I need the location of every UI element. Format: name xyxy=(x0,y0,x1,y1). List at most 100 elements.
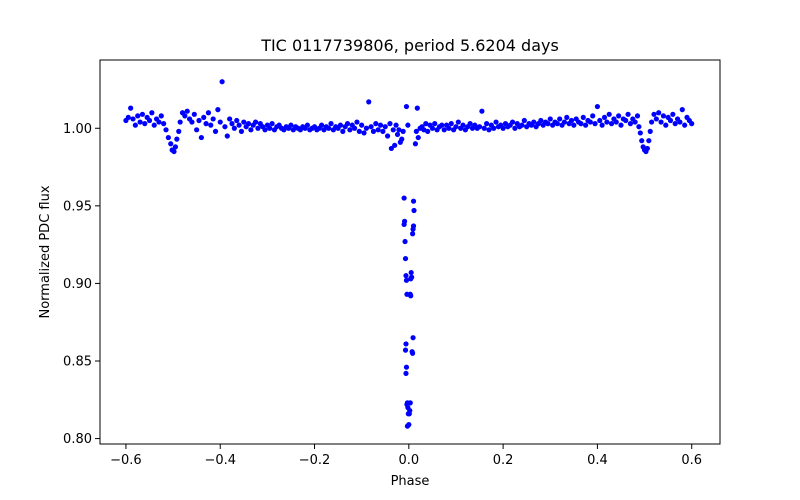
data-point xyxy=(606,111,612,117)
data-point xyxy=(486,127,492,133)
data-point xyxy=(509,119,516,125)
data-point xyxy=(363,125,369,131)
data-point xyxy=(252,119,259,125)
data-point xyxy=(601,114,608,121)
data-point xyxy=(370,128,377,134)
data-point xyxy=(441,127,447,133)
data-point xyxy=(583,122,589,128)
y-tick-label: 0.95 xyxy=(63,199,92,214)
data-point xyxy=(519,122,525,128)
data-point xyxy=(407,291,413,297)
x-tick-label: −0.6 xyxy=(110,453,142,468)
y-tick-label: 0.85 xyxy=(63,354,92,369)
data-point xyxy=(484,121,490,127)
data-point xyxy=(368,124,374,130)
data-point xyxy=(647,128,653,134)
data-point xyxy=(613,119,619,125)
data-point xyxy=(174,136,180,142)
data-point xyxy=(205,110,212,116)
data-point xyxy=(219,79,225,85)
x-axis-label: Phase xyxy=(391,474,430,489)
data-point xyxy=(476,124,483,130)
y-axis-label: Normalized PDC flux xyxy=(38,185,53,318)
data-point xyxy=(172,144,179,150)
data-point xyxy=(414,105,420,111)
data-point xyxy=(347,127,353,133)
data-point xyxy=(234,117,240,124)
data-point xyxy=(403,103,410,110)
data-point xyxy=(637,130,643,136)
data-point xyxy=(130,116,136,122)
data-point xyxy=(361,130,367,136)
data-point xyxy=(429,125,435,131)
data-point xyxy=(248,127,254,133)
data-point xyxy=(481,125,487,131)
data-point xyxy=(590,113,596,119)
data-point xyxy=(227,116,233,122)
data-point xyxy=(406,422,412,428)
data-point xyxy=(407,408,413,414)
data-point xyxy=(156,119,162,125)
x-tick-label: −0.2 xyxy=(299,453,331,468)
data-point xyxy=(403,277,410,283)
data-point xyxy=(146,117,153,124)
data-point xyxy=(405,122,411,128)
data-point xyxy=(385,133,391,139)
data-point xyxy=(231,125,237,131)
data-point xyxy=(403,364,410,370)
data-point xyxy=(592,121,598,127)
data-point xyxy=(176,128,182,134)
data-point xyxy=(352,125,358,131)
data-point xyxy=(393,122,399,128)
data-point xyxy=(660,113,667,119)
data-point xyxy=(623,117,629,124)
data-point xyxy=(632,119,638,125)
data-point xyxy=(212,128,219,134)
data-point xyxy=(182,113,188,119)
data-point xyxy=(597,117,603,124)
data-point xyxy=(224,133,230,139)
data-point xyxy=(618,122,624,128)
data-point xyxy=(267,125,273,131)
x-tick-label: 0.2 xyxy=(493,453,514,468)
data-point xyxy=(208,122,214,128)
y-axis-ticks: 0.80 0.85 0.90 0.95 1.00 xyxy=(63,122,100,447)
data-point xyxy=(402,255,409,262)
data-point xyxy=(241,119,247,125)
data-point xyxy=(479,108,485,114)
data-points xyxy=(123,79,695,429)
data-point xyxy=(238,128,245,134)
data-point xyxy=(538,117,544,124)
data-point xyxy=(679,107,685,113)
x-axis-ticks: −0.6 −0.4 −0.2 0.0 0.2 0.4 0.6 xyxy=(110,444,702,468)
data-point xyxy=(319,122,325,128)
data-point xyxy=(402,238,408,245)
data-point xyxy=(407,400,413,406)
data-point xyxy=(337,122,344,128)
data-point xyxy=(354,119,360,125)
data-point xyxy=(344,121,351,127)
chart-title: TIC 0117739806, period 5.6204 days xyxy=(260,36,559,55)
data-point xyxy=(644,145,650,152)
data-point xyxy=(158,113,164,119)
data-point xyxy=(446,125,452,131)
data-point xyxy=(410,335,416,341)
data-point xyxy=(636,124,642,130)
data-point xyxy=(400,128,406,134)
data-point xyxy=(677,119,683,125)
data-point xyxy=(392,142,398,148)
data-point xyxy=(512,125,518,131)
y-tick-label: 1.00 xyxy=(63,122,92,137)
data-point xyxy=(137,119,143,125)
data-point xyxy=(667,117,674,124)
data-point xyxy=(568,117,575,124)
data-point xyxy=(326,125,332,131)
data-point xyxy=(161,121,167,127)
data-point xyxy=(171,148,177,155)
data-point xyxy=(651,111,657,117)
data-point xyxy=(531,119,537,125)
data-point xyxy=(245,121,252,127)
data-point xyxy=(163,127,169,133)
data-point xyxy=(151,122,157,128)
